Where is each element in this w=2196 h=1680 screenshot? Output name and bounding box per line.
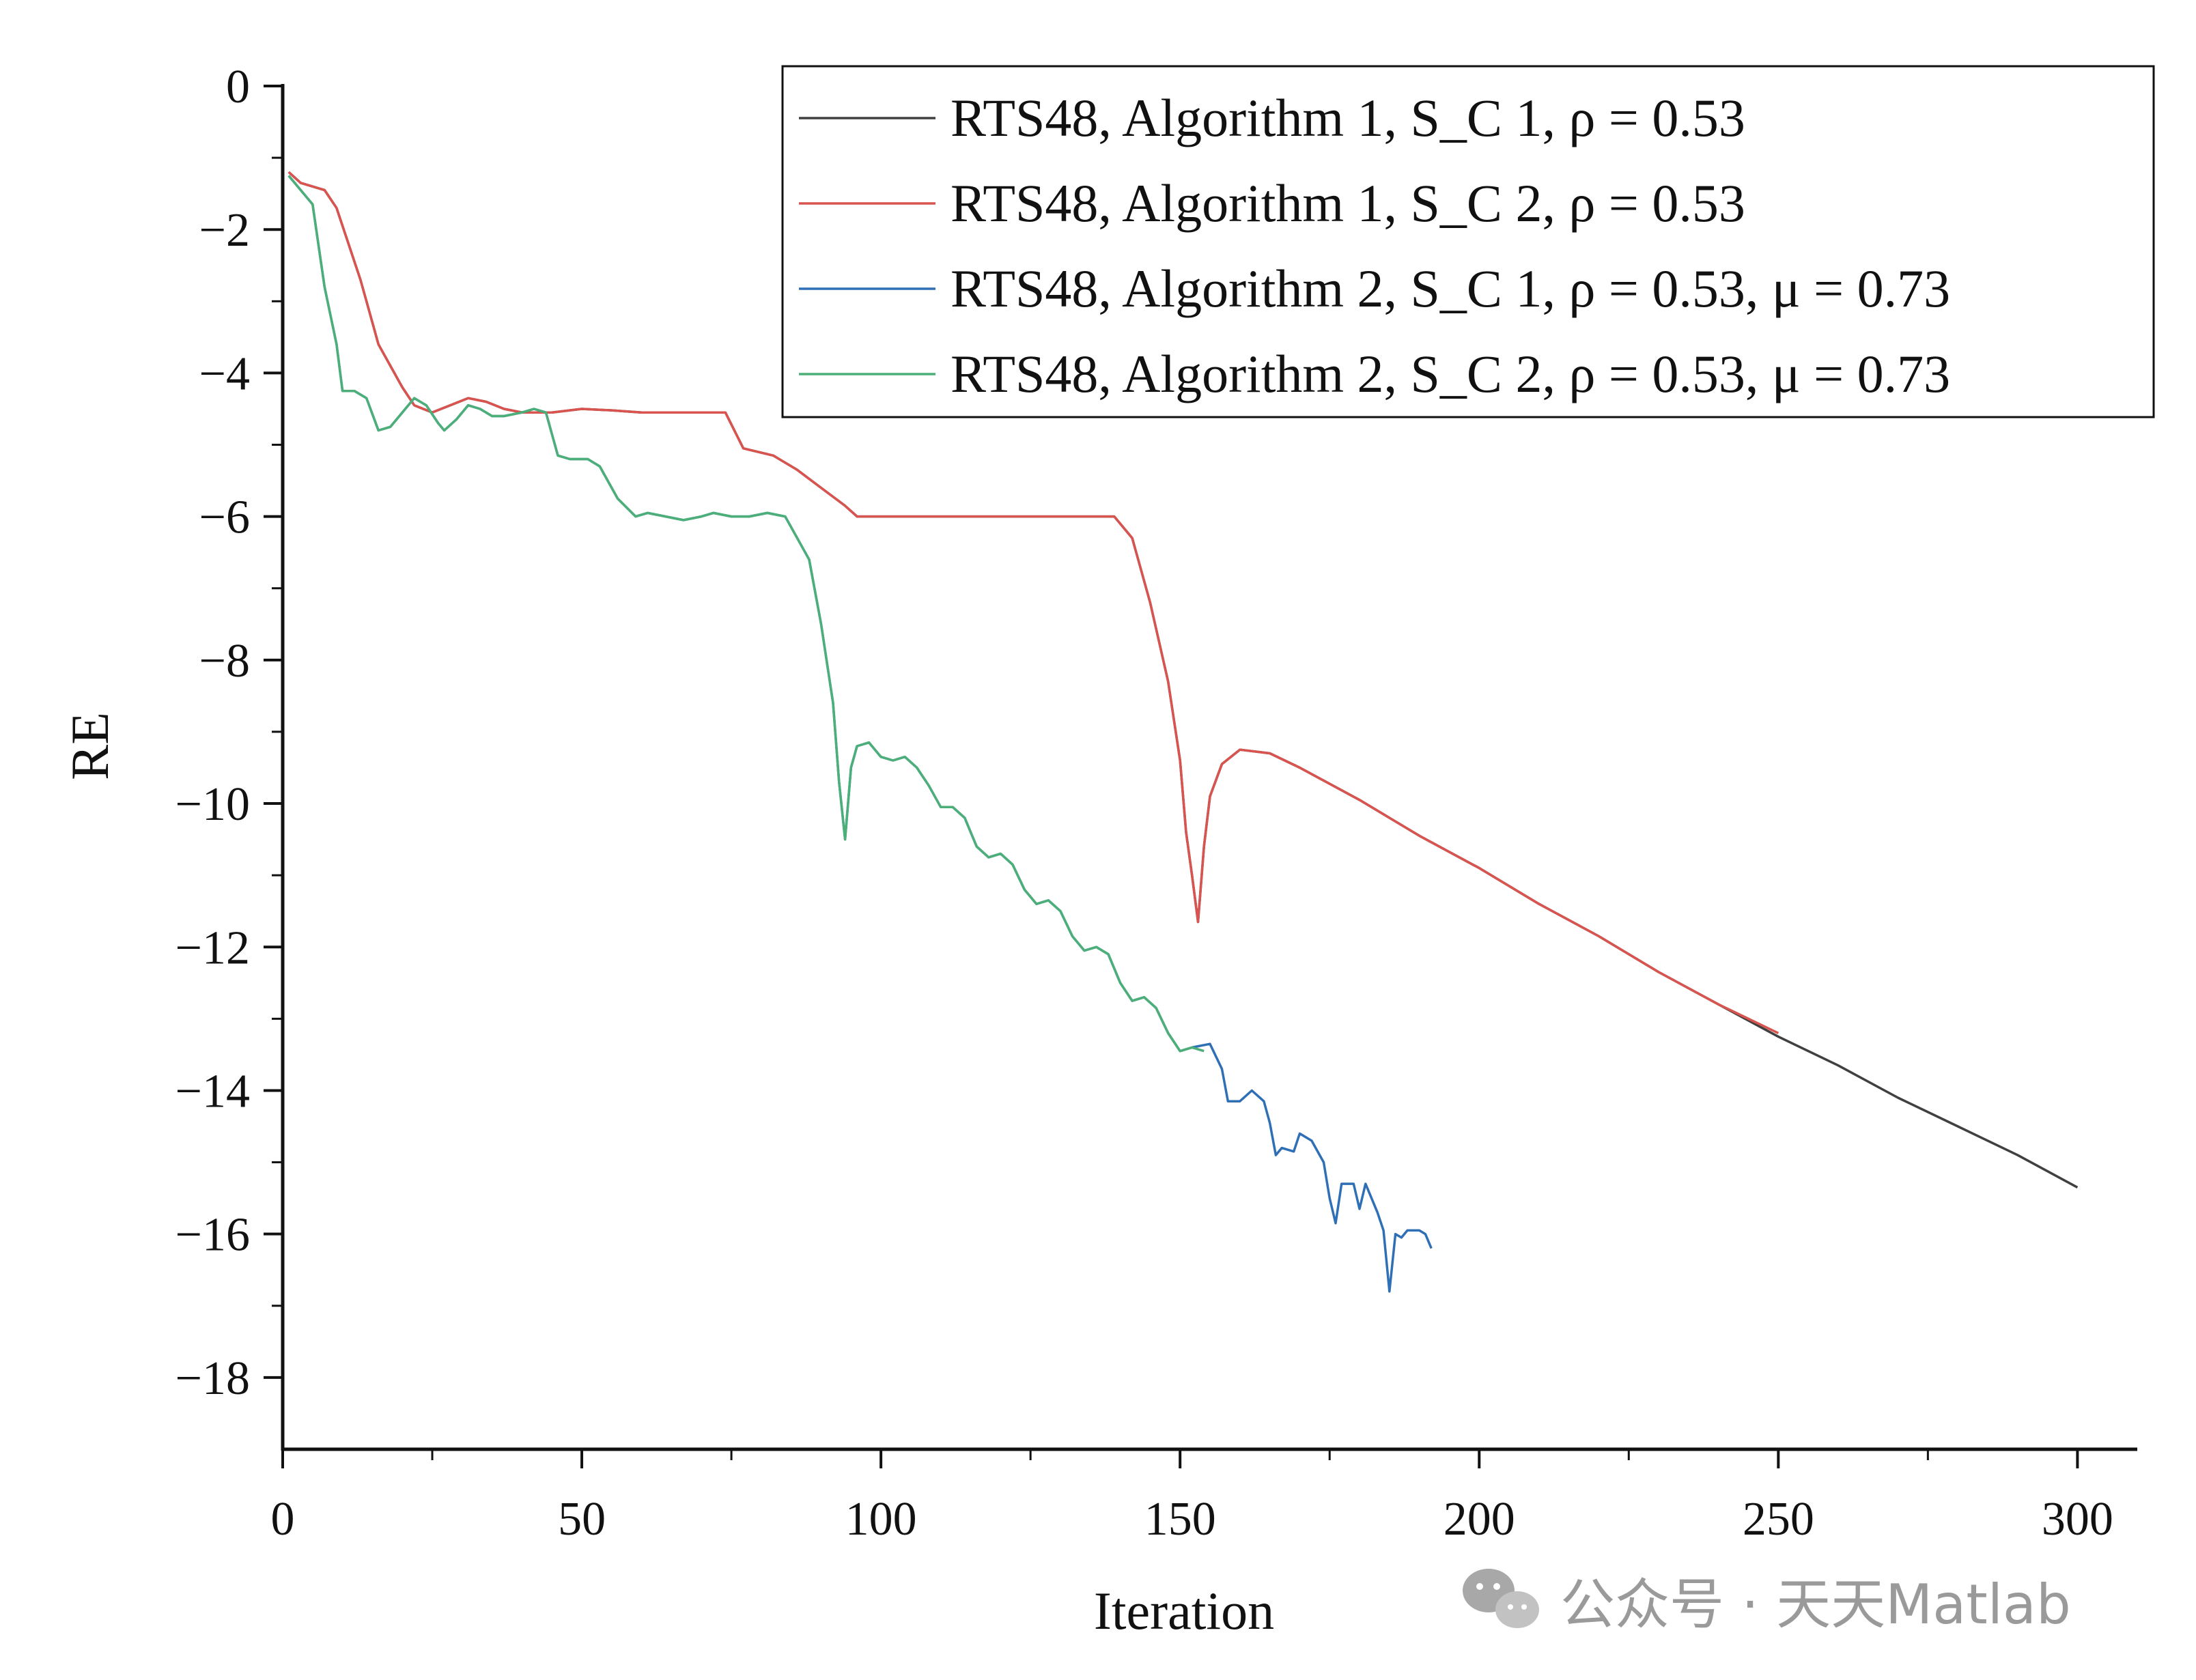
- series-lines: [287, 171, 2079, 1293]
- x-tick-label: 300: [2042, 1493, 2113, 1546]
- legend: RTS48, Algorithm 1, S_C 1, ρ = 0.53 RTS48…: [781, 65, 2155, 418]
- x-tick-label: 100: [845, 1493, 917, 1546]
- x-tick-label: 250: [1743, 1493, 1814, 1546]
- y-tick-label: −16: [175, 1209, 250, 1262]
- x-tick-label: 0: [271, 1493, 295, 1546]
- y-tick-label: −4: [199, 347, 250, 400]
- legend-label: RTS48, Algorithm 1, S_C 1, ρ = 0.53: [951, 88, 1745, 147]
- x-tick-label: 200: [1444, 1493, 1515, 1546]
- series-line-2: [287, 171, 1779, 1034]
- legend-label: RTS48, Algorithm 2, S_C 2, ρ = 0.53, μ =…: [951, 344, 1950, 403]
- y-tick-label: −18: [175, 1352, 250, 1405]
- x-tick-label: 50: [558, 1493, 606, 1546]
- legend-box: [781, 65, 2155, 418]
- watermark: 公众号 · 天天Matlab: [1463, 1569, 2071, 1636]
- y-axis-ticks: 0 −2 −4 −6 −8 −10 −12 −14 −16 −18: [175, 61, 283, 1405]
- x-axis-title: Iteration: [1094, 1581, 1274, 1640]
- x-tick-label: 150: [1144, 1493, 1216, 1546]
- y-tick-label: 0: [226, 61, 250, 113]
- x-axis-ticks: 0 50 100 150 200 250 300: [271, 1449, 2113, 1546]
- wechat-icon: [1463, 1569, 1539, 1628]
- watermark-text: 公众号 · 天天Matlab: [1560, 1573, 2071, 1636]
- y-tick-label: −12: [175, 922, 250, 974]
- y-tick-label: −14: [175, 1065, 250, 1117]
- y-tick-label: −10: [175, 778, 250, 831]
- plot-area: 0 −2 −4 −6 −8 −10 −12 −14 −16 −18 0 50 100 150 200 250…: [175, 61, 2137, 1546]
- y-tick-label: −2: [199, 204, 250, 257]
- series-line-4: [287, 175, 1205, 1053]
- legend-items: RTS48, Algorithm 1, S_C 1, ρ = 0.53 RTS48…: [799, 88, 1950, 403]
- legend-label: RTS48, Algorithm 2, S_C 1, ρ = 0.53, μ =…: [951, 259, 1950, 318]
- legend-label: RTS48, Algorithm 1, S_C 2, ρ = 0.53: [951, 173, 1745, 233]
- y-tick-label: −8: [199, 635, 250, 687]
- y-tick-label: −6: [199, 492, 250, 544]
- y-axis-title: RE: [60, 712, 119, 780]
